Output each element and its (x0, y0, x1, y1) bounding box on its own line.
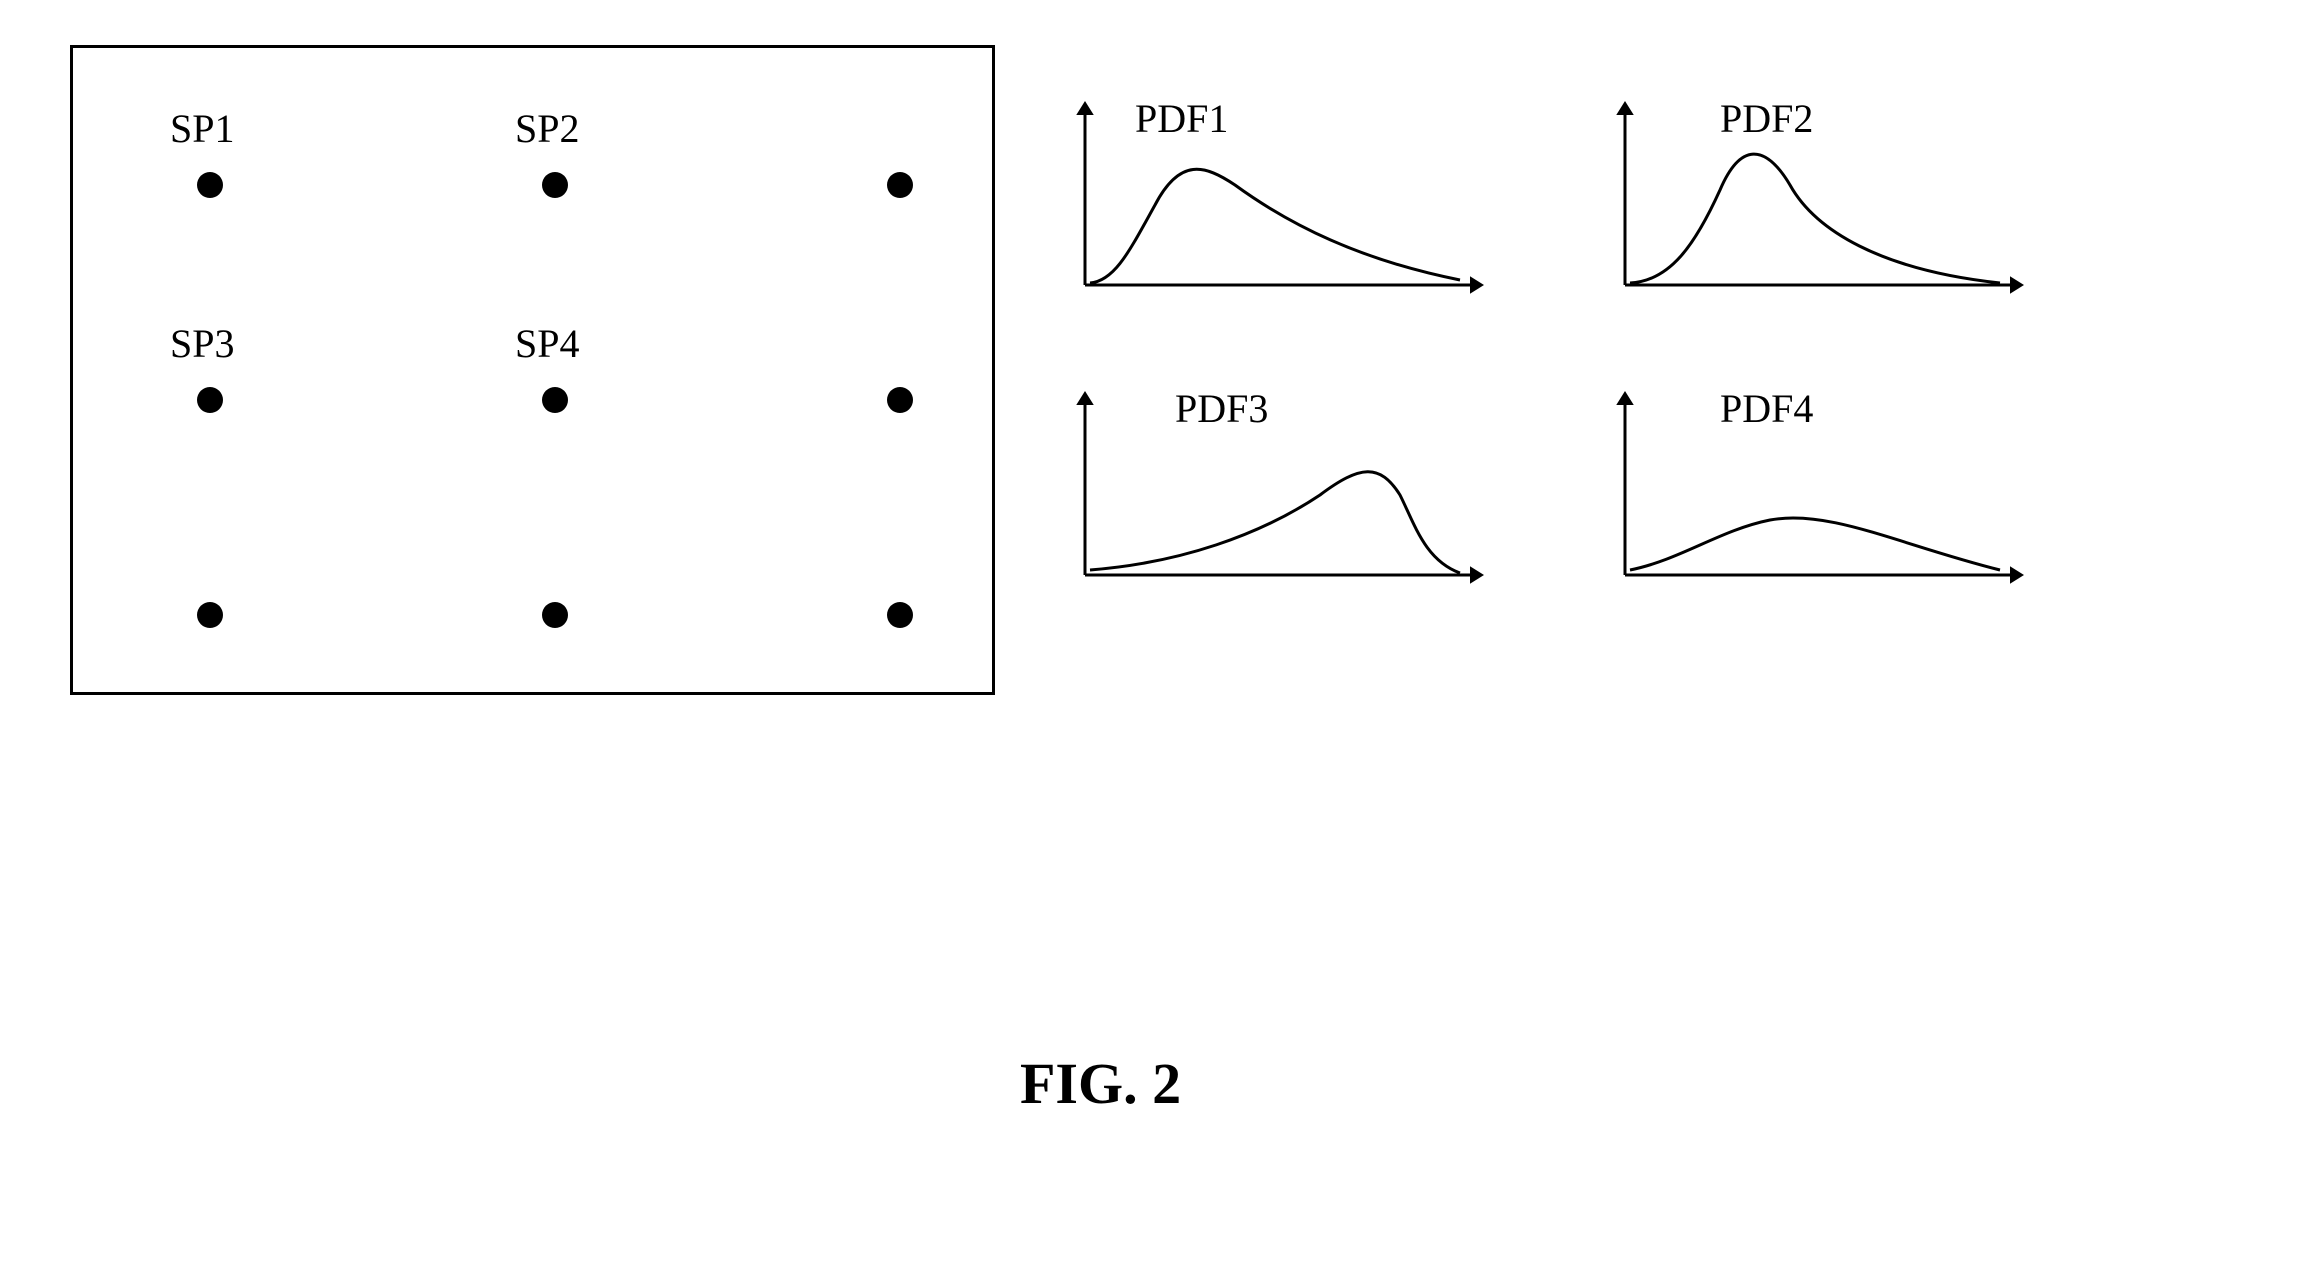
sample-dot-4 (197, 387, 223, 413)
figure-caption: FIG. 2 (1020, 1050, 1181, 1117)
sample-dot-9 (887, 602, 913, 628)
sample-dot-3 (887, 172, 913, 198)
label-sp1: SP1 (170, 105, 235, 152)
chart-pdf3 (1060, 385, 1490, 600)
label-sp3: SP3 (170, 320, 235, 367)
sample-dot-2 (542, 172, 568, 198)
figure-canvas: { "figure": { "caption": "FIG. 2", "capt… (0, 0, 2303, 1271)
label-sp4: SP4 (515, 320, 580, 367)
sample-dot-6 (887, 387, 913, 413)
sample-dot-7 (197, 602, 223, 628)
sample-dot-1 (197, 172, 223, 198)
chart-pdf2 (1600, 95, 2030, 310)
label-sp2: SP2 (515, 105, 580, 152)
sample-dot-8 (542, 602, 568, 628)
chart-pdf4 (1600, 385, 2030, 600)
sample-dot-5 (542, 387, 568, 413)
chart-pdf1 (1060, 95, 1490, 310)
